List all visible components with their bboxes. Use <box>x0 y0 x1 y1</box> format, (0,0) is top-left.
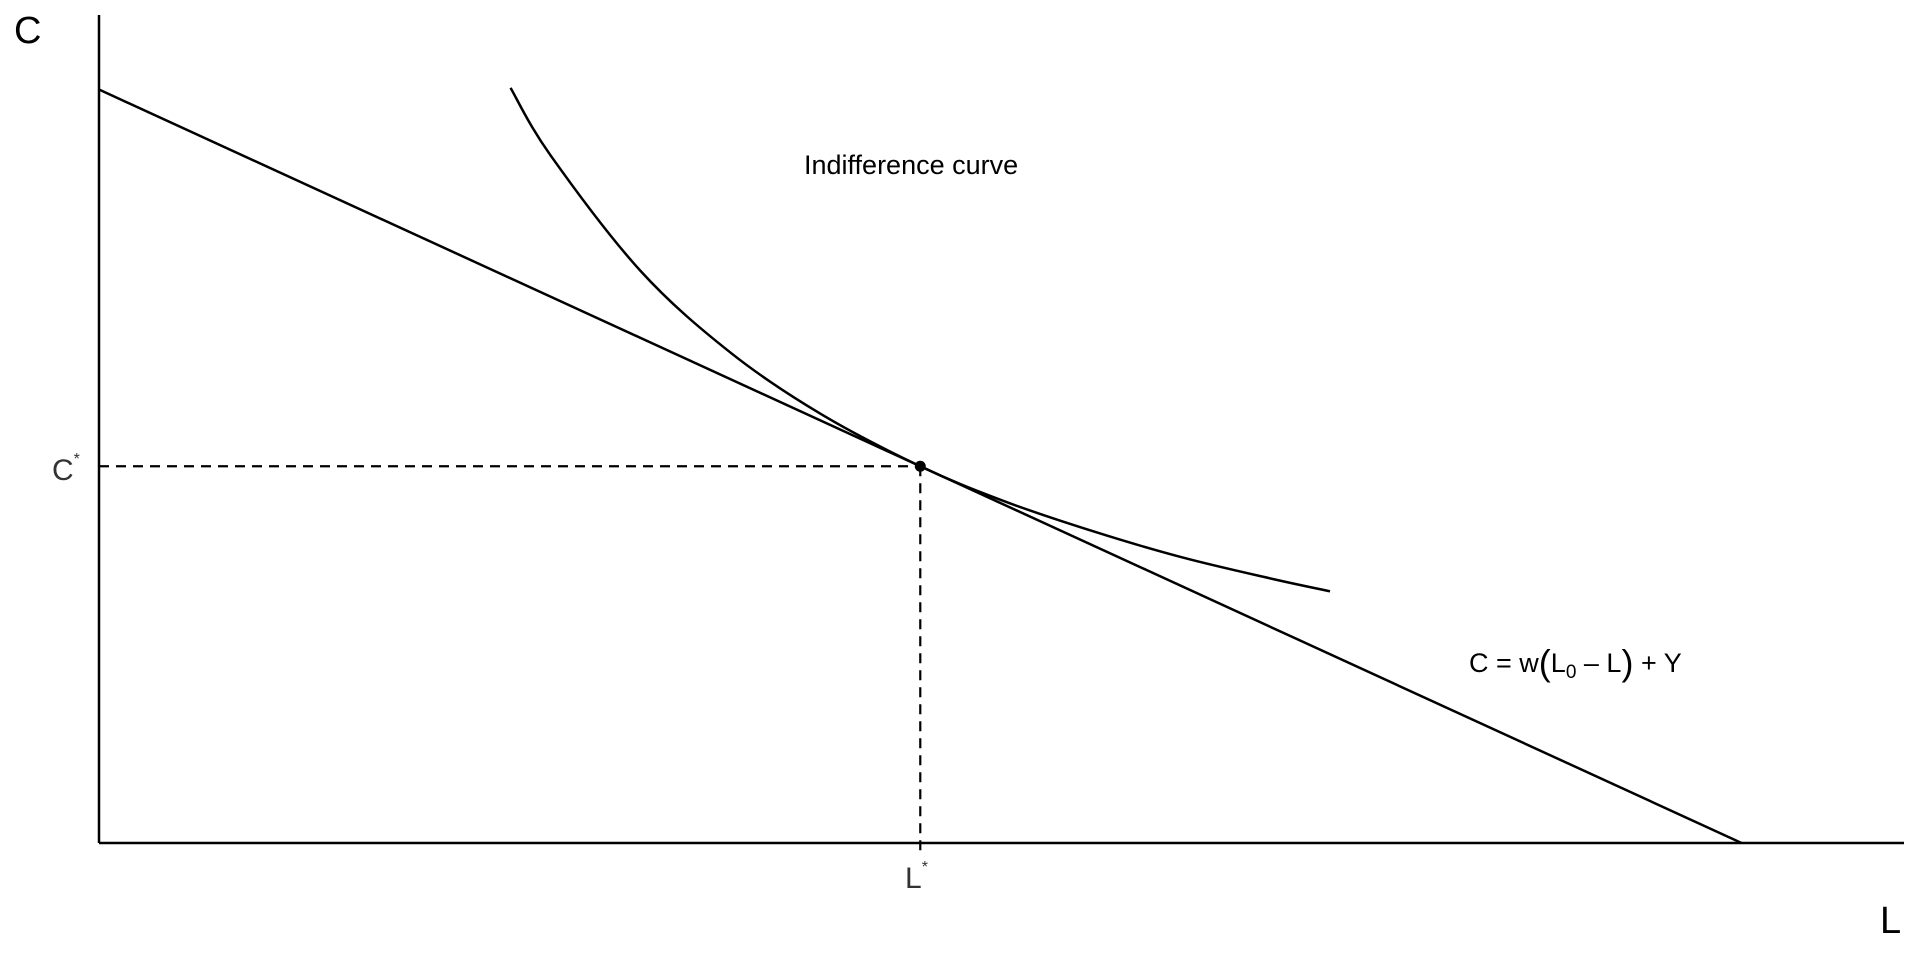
indifference-curve <box>509 87 1331 593</box>
budget-line-equation: C = w(L0 – L) + Y <box>1469 642 1682 683</box>
optimum-point <box>914 460 926 472</box>
indifference-curve-label: Indifference curve <box>804 150 1019 180</box>
x-axis-label: L <box>1880 900 1902 942</box>
c-star-label: C* <box>52 451 80 487</box>
y-axis-label: C <box>14 10 42 52</box>
l-star-label: L* <box>905 859 928 895</box>
